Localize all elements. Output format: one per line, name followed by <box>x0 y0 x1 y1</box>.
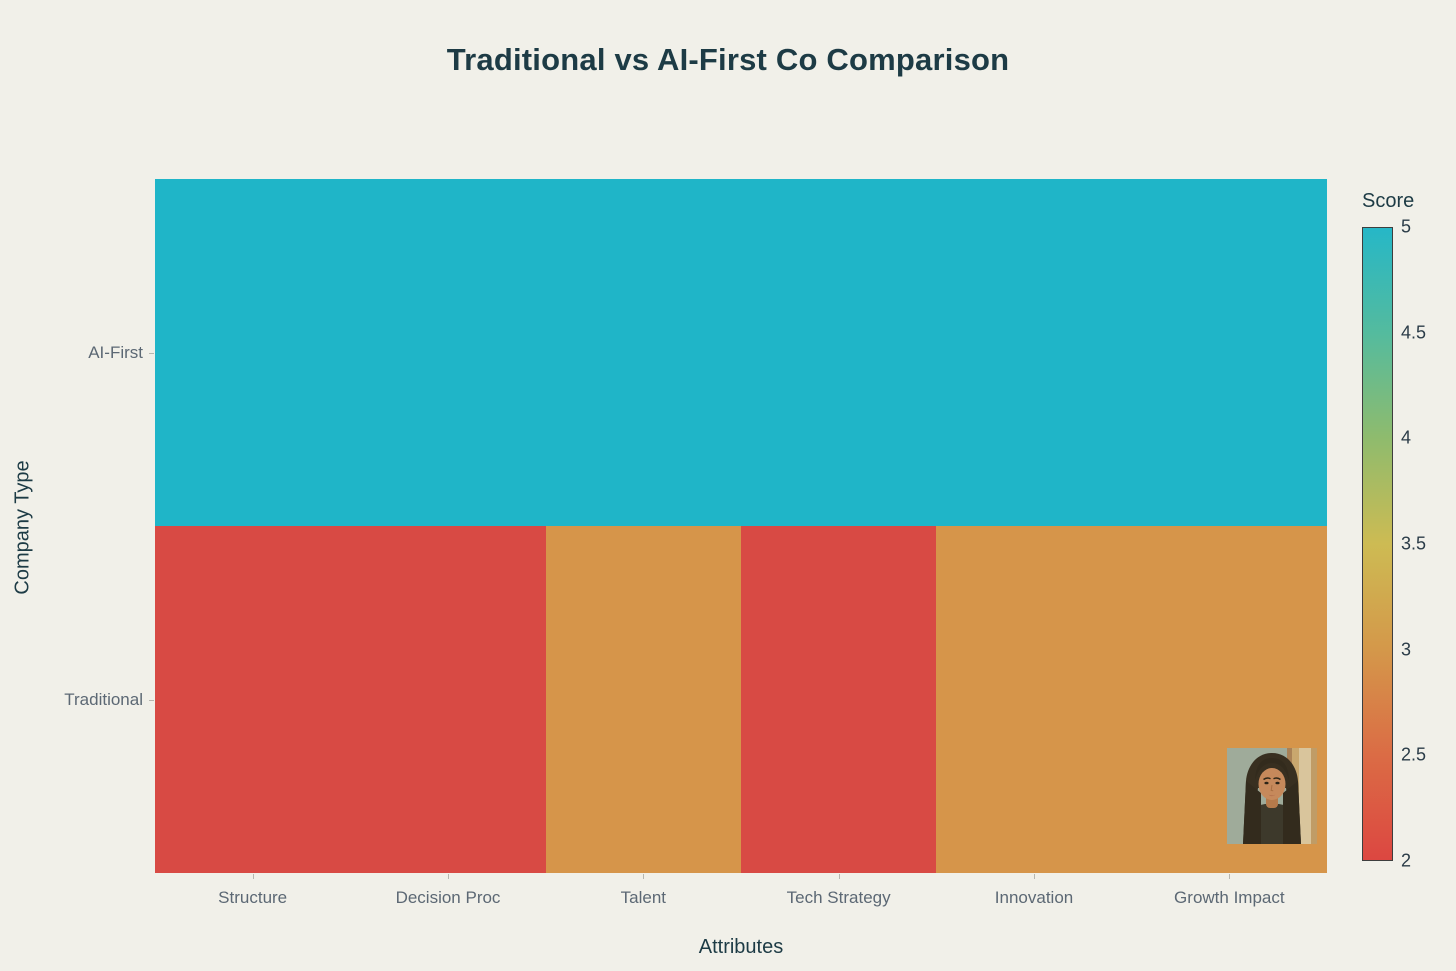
x-tick-mark <box>1229 874 1231 879</box>
colorbar-tick-label: 2.5 <box>1401 744 1427 765</box>
x-tick-label: Talent <box>620 888 667 907</box>
heatmap-plot <box>155 179 1327 873</box>
heatmap-cell-AI-First-Structure[interactable] <box>155 179 351 526</box>
heatmap-cell-Traditional-Talent[interactable] <box>545 526 741 873</box>
x-tick-label: Tech Strategy <box>786 888 891 907</box>
heatmap-cell-AI-First-Talent[interactable] <box>545 179 741 526</box>
colorbar-tick-label: 4 <box>1401 427 1412 448</box>
colorbar-tick-label: 3 <box>1401 639 1412 660</box>
avatar <box>1227 748 1317 844</box>
x-tick-label: Growth Impact <box>1174 888 1285 907</box>
x-axis-title: Attributes <box>698 936 784 958</box>
colorbar-gradient <box>1362 227 1393 861</box>
y-tick-label: AI-First <box>88 342 143 362</box>
colorbar-tick-label: 5 <box>1401 216 1412 237</box>
y-tick-mark <box>149 352 154 354</box>
colorbar-tick-label: 3.5 <box>1401 533 1427 554</box>
x-tick-label: Structure <box>218 888 288 907</box>
avatar-hair <box>1243 753 1301 844</box>
heatmap-cell-Traditional-Tech Strategy[interactable] <box>740 526 937 873</box>
colorbar-title: Score <box>1362 190 1415 212</box>
colorbar-tick-label: 4.5 <box>1401 322 1427 343</box>
heatmap-cell-AI-First-Growth Impact[interactable] <box>1131 179 1327 526</box>
colorbar-tick-label: 2 <box>1401 850 1412 871</box>
heatmap-cell-AI-First-Tech Strategy[interactable] <box>740 179 937 526</box>
x-tick-label: Innovation <box>994 888 1074 907</box>
heatmap-cell-Traditional-Decision Proc[interactable] <box>350 526 546 873</box>
x-tick-mark <box>252 874 254 879</box>
x-tick-label: Decision Proc <box>395 888 501 907</box>
y-tick-mark <box>149 699 154 701</box>
y-axis-title: Company Type <box>11 460 34 595</box>
heatmap-cell-AI-First-Decision Proc[interactable] <box>350 179 546 526</box>
heatmap-cell-AI-First-Innovation[interactable] <box>936 179 1132 526</box>
heatmap-cell-Traditional-Innovation[interactable] <box>936 526 1132 873</box>
heatmap-cell-Traditional-Structure[interactable] <box>155 526 351 873</box>
avatar-face <box>1258 768 1286 800</box>
chart-title: Traditional vs AI-First Co Comparison <box>446 42 1010 77</box>
x-tick-mark <box>838 874 840 879</box>
y-tick-label: Traditional <box>64 689 143 709</box>
x-tick-mark <box>643 874 645 879</box>
x-tick-mark <box>448 874 449 879</box>
x-tick-mark <box>1034 874 1035 879</box>
